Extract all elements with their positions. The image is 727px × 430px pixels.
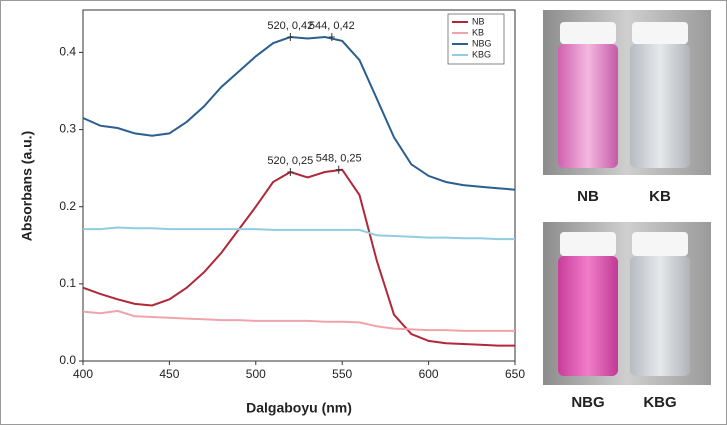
x-tick-label: 500: [246, 367, 266, 381]
legend-label: NBG: [472, 38, 492, 48]
x-tick-label: 450: [159, 367, 179, 381]
x-tick-label: 550: [332, 367, 352, 381]
annotation: 544, 0,42: [309, 20, 355, 32]
x-tick-label: 650: [505, 367, 525, 381]
y-tick-label: 0.0: [59, 353, 76, 367]
x-axis-title: Dalgaboyu (nm): [246, 400, 352, 416]
y-tick-label: 0.3: [59, 122, 76, 136]
photo-label: KBG: [643, 394, 676, 411]
annotation: 548, 0,25: [316, 153, 362, 165]
legend-label: KB: [472, 27, 484, 37]
x-tick-label: 600: [419, 367, 439, 381]
photo-top: [543, 10, 711, 215]
y-tick-label: 0.2: [59, 199, 76, 213]
series-line: [83, 226, 515, 241]
photo-bottom: [543, 222, 711, 415]
photo-label: NBG: [571, 394, 604, 411]
plot-frame: [82, 9, 516, 362]
series-line: [82, 309, 515, 332]
annotation: 520, 0,42: [267, 20, 313, 32]
annotation: 520, 0,25: [267, 155, 313, 167]
legend-label: KBG: [472, 49, 491, 59]
series-line: [82, 35, 516, 191]
y-axis-title: Absorbans (a.u.): [19, 131, 35, 241]
x-tick-label: 400: [73, 367, 93, 381]
photo-label: KB: [649, 188, 671, 205]
legend-label: NB: [472, 16, 485, 26]
series-line: [82, 168, 515, 347]
annotation-marker: [287, 33, 294, 41]
y-tick-label: 0.4: [59, 45, 76, 59]
y-tick-label: 0.1: [59, 276, 76, 290]
annotation-marker: [335, 165, 342, 174]
photo-label: NB: [577, 188, 599, 205]
annotation-marker: [287, 168, 294, 176]
annotation-marker: [328, 33, 335, 41]
